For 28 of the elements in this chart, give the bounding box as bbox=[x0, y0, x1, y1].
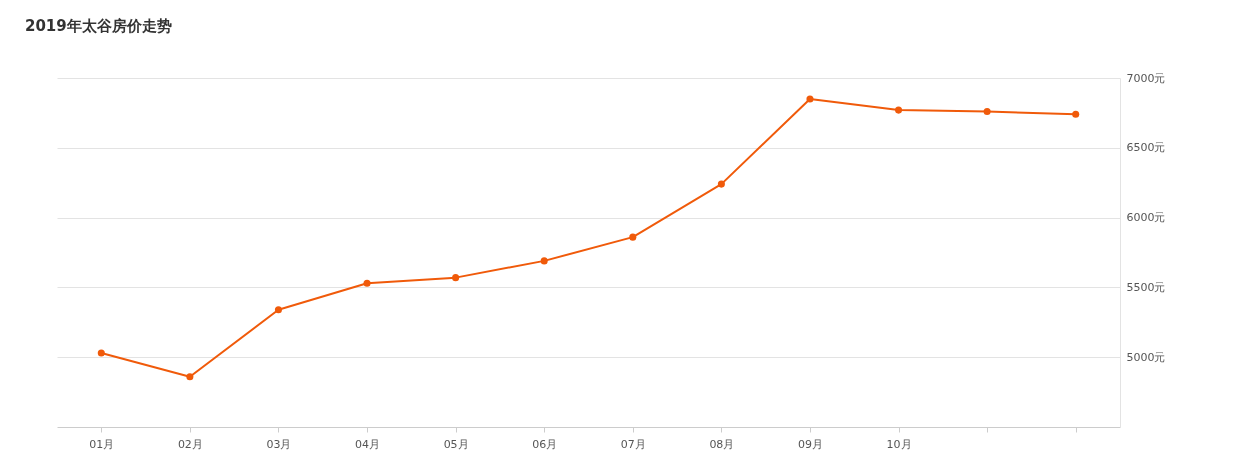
point bbox=[629, 233, 637, 241]
x-tick-label: 04月 bbox=[355, 437, 381, 451]
y-tick-label: 6500元 bbox=[1126, 141, 1166, 155]
x-tick-label: 05月 bbox=[443, 437, 469, 451]
point bbox=[540, 257, 548, 265]
point bbox=[806, 95, 814, 103]
x-tick-label: 10月 bbox=[886, 437, 912, 451]
point bbox=[452, 274, 460, 282]
x-tick-label: 01月 bbox=[89, 437, 115, 451]
x-tick-label: 06月 bbox=[532, 437, 558, 451]
point bbox=[983, 107, 991, 116]
point bbox=[97, 349, 105, 357]
x-tick-label: 02月 bbox=[177, 437, 203, 451]
y-tick-label: 5000元 bbox=[1126, 350, 1166, 364]
y-tick-label: 5500元 bbox=[1126, 280, 1166, 294]
point bbox=[895, 106, 903, 114]
point bbox=[717, 180, 725, 188]
x-tick-label: 03月 bbox=[266, 437, 292, 451]
point bbox=[1072, 110, 1080, 118]
x-tick-label: 09月 bbox=[797, 437, 823, 451]
point bbox=[363, 279, 371, 287]
y-tick-label: 6000元 bbox=[1126, 211, 1166, 225]
point bbox=[186, 373, 194, 381]
point bbox=[274, 306, 282, 314]
chart-title: 2019年太谷房价走势 bbox=[25, 17, 172, 35]
x-tick-label: 08月 bbox=[709, 437, 735, 451]
y-tick-label: 7000元 bbox=[1126, 71, 1166, 85]
x-tick-label: 07月 bbox=[620, 437, 646, 451]
